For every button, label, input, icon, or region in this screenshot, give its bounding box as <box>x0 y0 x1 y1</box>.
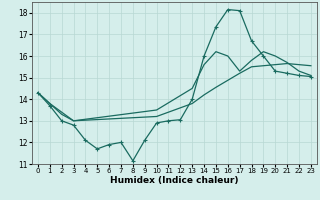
X-axis label: Humidex (Indice chaleur): Humidex (Indice chaleur) <box>110 176 239 185</box>
